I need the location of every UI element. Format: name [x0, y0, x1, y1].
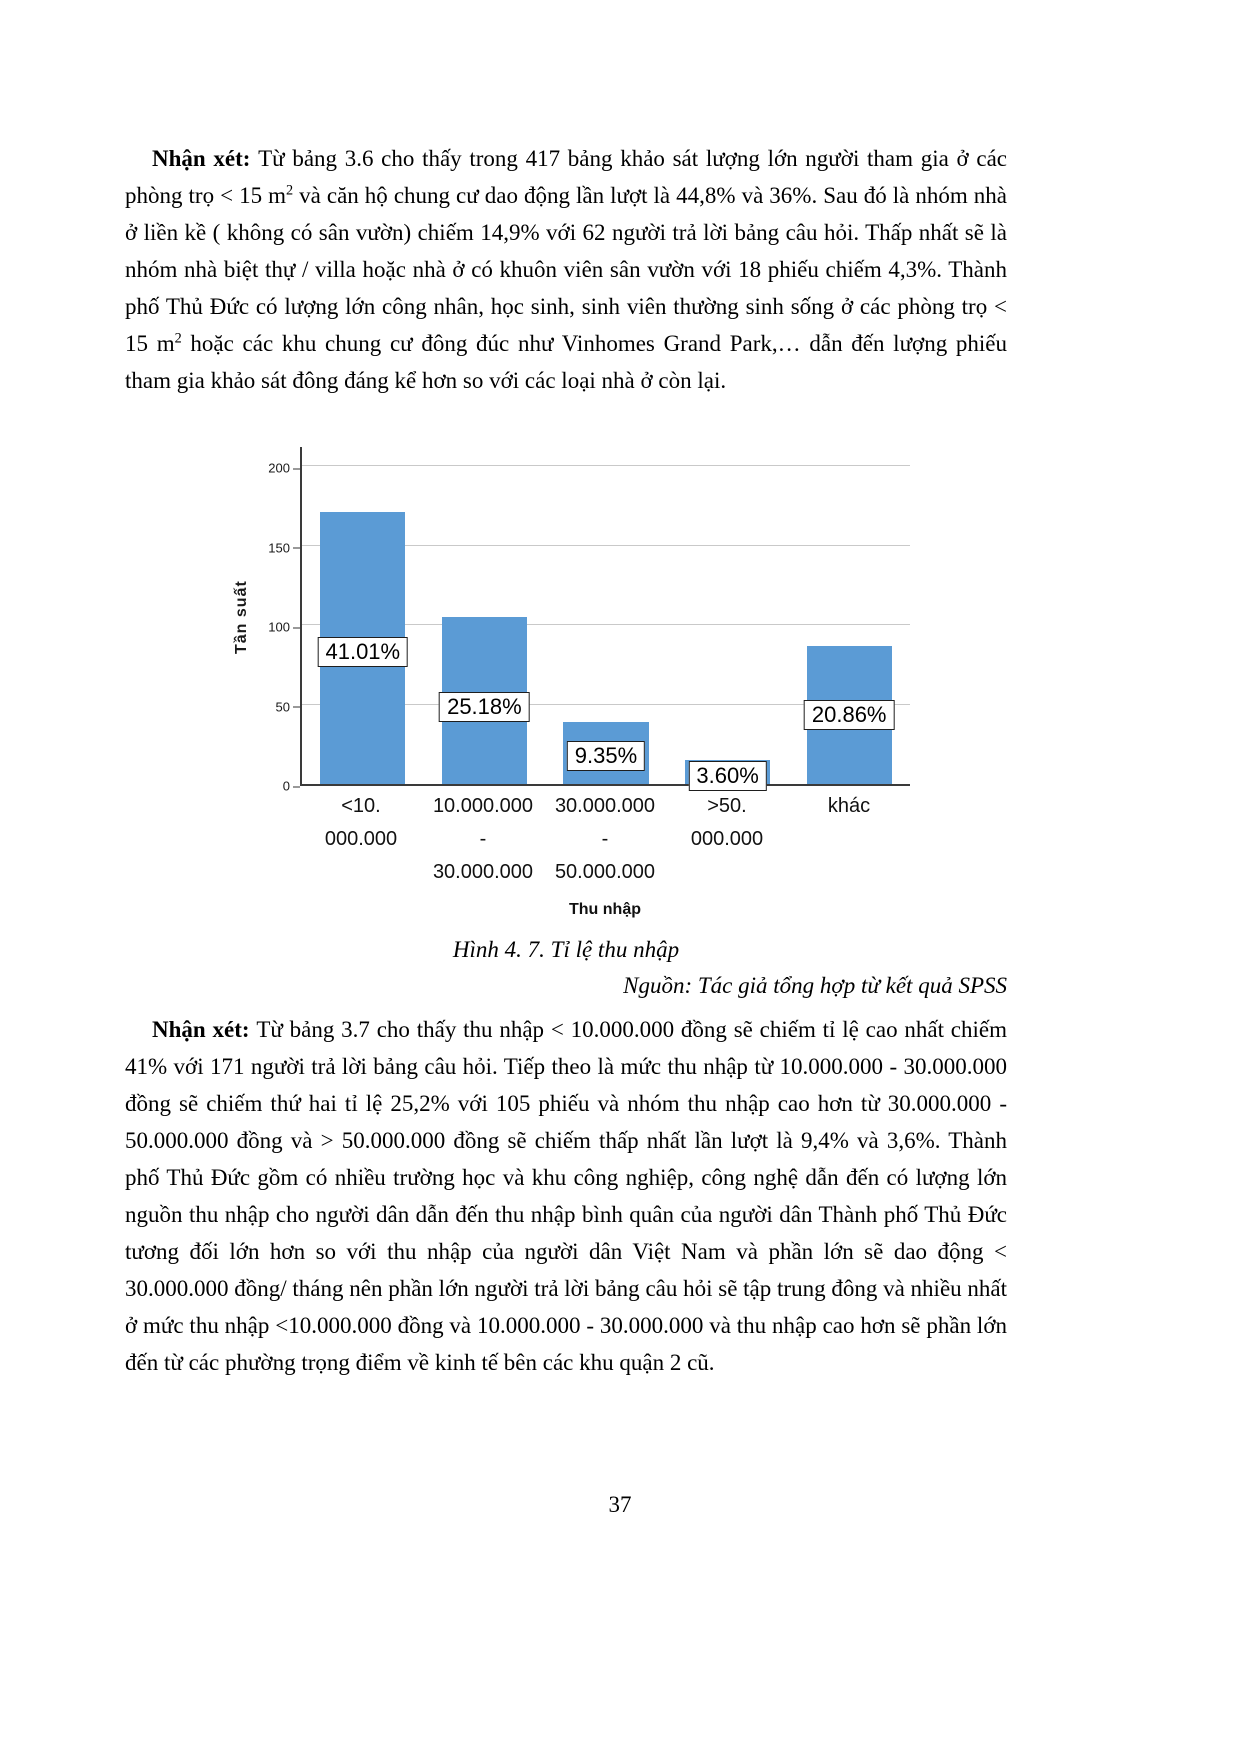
paragraph-text: 2	[286, 182, 294, 199]
bar-label-4: 3.60%	[688, 760, 767, 791]
x-category-label-line: 10.000.000	[432, 795, 534, 817]
paragraph-text: 2	[174, 330, 182, 347]
y-tick-150: 150	[268, 540, 300, 556]
x-category-label-4: >50. 000.000	[666, 790, 788, 889]
y-axis-title: Tần suất	[233, 580, 250, 655]
y-tick-100: 100	[268, 619, 300, 635]
gridline	[302, 465, 910, 467]
x-category-label-line: >50.	[707, 795, 747, 817]
plot-area: 41.01% 25.18% 9.35% 3.60% 20.86%	[300, 447, 910, 791]
gridline	[302, 544, 910, 546]
x-category-label-5: khác	[788, 790, 910, 889]
y-axis-ticks: 0 50 100 150 200	[256, 449, 301, 794]
bar-label-5: 20.86%	[803, 700, 895, 731]
x-category-label-1: <10. 000.000	[300, 790, 422, 889]
x-category-label-line: -	[479, 828, 487, 850]
x-category-label-line: 50.000.000	[554, 861, 656, 883]
bar-label-2: 25.18%	[439, 692, 530, 723]
paragraph-income-analysis: Nhận xét: Từ bảng 3.7 cho thấy thu nhập …	[125, 1011, 1007, 1381]
gridline	[302, 703, 910, 705]
income-bar-chart: Tần suất 0 50 100 150 200 41.01% 25.18% 9.35% 3…	[228, 447, 910, 919]
y-tick-200: 200	[268, 460, 300, 476]
paragraph-lead-label: Nhận xét:	[152, 1017, 257, 1042]
page-number: 37	[608, 1492, 632, 1517]
x-category-label-3: 30.000.000 - 50.000.000	[544, 790, 666, 889]
x-category-label-line: khác	[827, 795, 871, 817]
bar-label-3: 9.35%	[566, 741, 646, 772]
x-category-label-2: 10.000.000 - 30.000.000	[422, 790, 544, 889]
x-axis-title: Thu nhập	[569, 901, 641, 918]
paragraph-housing-analysis: Nhận xét: Từ bảng 3.6 cho thấy trong 417…	[125, 140, 1007, 399]
paragraph-lead-label: Nhận xét:	[152, 146, 259, 171]
figure-source: Nguồn: Tác giả tổng hợp từ kết quả SPSS	[623, 973, 1007, 998]
paragraph-text: Từ bảng 3.7 cho thấy thu nhập < 10.000.0…	[125, 1017, 1007, 1375]
paragraph-text: hoặc các khu chung cư đông đúc như Vinho…	[125, 331, 1007, 393]
page-body: Nhận xét: Từ bảng 3.6 cho thấy trong 417…	[125, 140, 1007, 1381]
paragraph-text: Từ bảng 3.6 cho thấy trong 417 bảng khảo…	[125, 146, 1007, 208]
x-category-label-line: <10.	[341, 795, 381, 817]
chart-canvas: Tần suất 0 50 100 150 200 41.01% 25.18% 9.35% 3…	[228, 447, 910, 794]
x-axis-labels: <10. 000.000 10.000.000-30.000.000 30.000.0…	[300, 790, 910, 889]
bar-label-1: 41.01%	[317, 636, 409, 667]
x-category-label-line: 30.000.000	[554, 795, 656, 817]
gridline	[302, 624, 910, 626]
paragraph-text: và căn hộ chung cư dao động lần lượt là …	[125, 183, 1008, 356]
figure-caption: Hình 4. 7. Tỉ lệ thu nhập	[452, 937, 680, 962]
y-tick-0: 0	[282, 778, 301, 794]
x-category-label-line: -	[601, 828, 609, 850]
y-tick-50: 50	[275, 699, 301, 715]
x-category-label-line: 30.000.000	[432, 861, 534, 883]
x-category-label-line: 000.000	[690, 828, 764, 850]
x-category-label-line: 000.000	[324, 828, 398, 850]
